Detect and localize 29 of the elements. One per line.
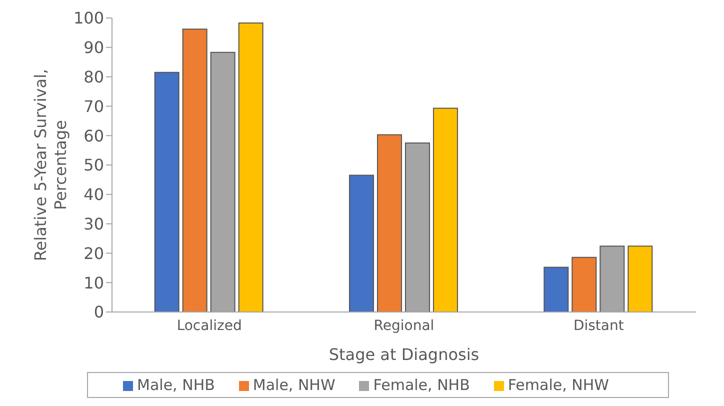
bar — [154, 72, 180, 312]
legend-label: Male, NHB — [137, 376, 215, 394]
y-tick-label: 80 — [84, 67, 104, 86]
y-tick-label: 30 — [84, 214, 104, 234]
legend-label: Female, NHW — [508, 376, 609, 394]
y-tick-label: 50 — [84, 156, 104, 175]
x-tick-label: Distant — [573, 318, 624, 334]
x-tick-label: Regional — [374, 318, 434, 334]
y-tick-label: 60 — [84, 126, 104, 146]
x-tick-label: Localized — [176, 318, 242, 334]
bar — [376, 134, 402, 312]
y-tick-label: 40 — [84, 185, 104, 204]
y-tick-label: 90 — [84, 38, 104, 58]
y-tick-label: 10 — [84, 273, 104, 292]
y-tick-label: 70 — [84, 96, 104, 116]
bar — [544, 266, 569, 312]
bar — [182, 28, 208, 312]
y-axis-title: Relative 5-Year Survival, Percentage — [31, 68, 70, 262]
y-tick-label: 20 — [84, 244, 104, 263]
y-tick-label: 0 — [94, 302, 104, 322]
bar — [572, 256, 597, 312]
bar — [348, 174, 374, 312]
bar — [432, 108, 458, 312]
x-axis-title: Stage at Diagnosis — [328, 345, 480, 364]
legend-label: Female, NHB — [373, 376, 470, 394]
legend-label: Male, NHW — [252, 376, 336, 394]
bar — [238, 22, 264, 312]
y-tick-label: 100 — [73, 8, 104, 28]
bar — [628, 246, 653, 312]
